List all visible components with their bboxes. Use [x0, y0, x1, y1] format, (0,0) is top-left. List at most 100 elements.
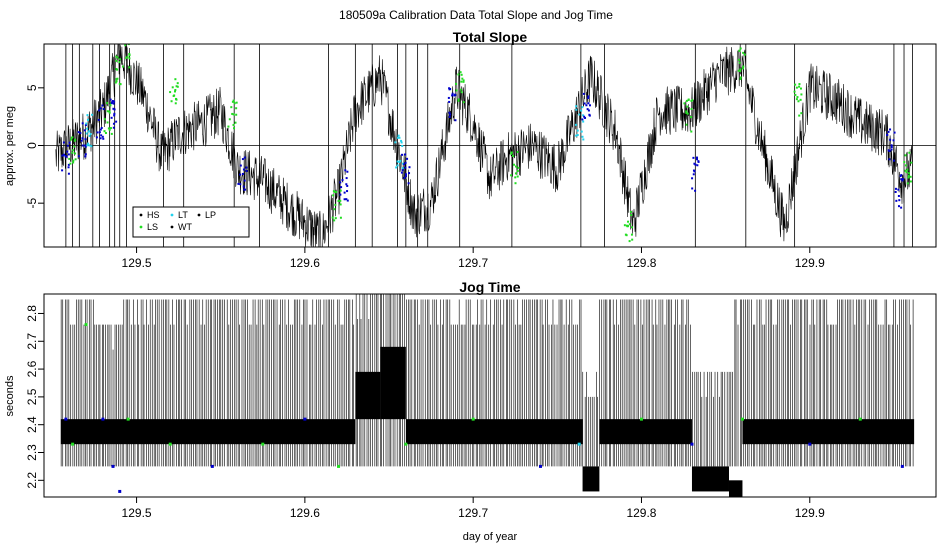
jog-time-point — [577, 442, 581, 446]
total-slope-point — [113, 108, 116, 111]
total-slope-point — [86, 114, 89, 117]
total-slope-point — [906, 182, 909, 185]
total-slope-point — [401, 169, 404, 172]
total-slope-point — [125, 56, 128, 59]
jog-time-point — [808, 442, 812, 446]
total-slope-point — [404, 175, 407, 178]
total-slope-point — [101, 104, 104, 107]
total-slope-point — [403, 176, 406, 179]
total-slope-point — [582, 114, 585, 117]
total-slope-point — [686, 112, 689, 115]
total-slope-point — [242, 185, 245, 188]
total-slope-point — [107, 127, 110, 130]
total-slope-point — [630, 233, 633, 236]
total-slope-point — [897, 205, 900, 208]
jog-time-point — [471, 417, 475, 421]
total-slope-point — [128, 57, 131, 60]
total-slope-point — [128, 53, 131, 56]
jog-time-title: Jog Time — [459, 279, 520, 295]
total-slope-point — [175, 85, 178, 88]
total-slope-point — [692, 173, 695, 176]
legend-label-lp: LP — [205, 210, 216, 220]
total-slope-point — [113, 100, 116, 103]
jog-time-y-tick-label: 2.7 — [25, 333, 39, 350]
total-slope-point-cluster — [227, 99, 238, 130]
total-slope-point — [333, 219, 336, 222]
total-slope-point-cluster — [903, 151, 913, 185]
total-slope-point — [116, 56, 119, 59]
total-slope-point — [451, 94, 454, 97]
total-slope-point — [576, 134, 579, 137]
total-slope-point — [339, 216, 342, 219]
total-slope-point — [109, 127, 112, 130]
total-slope-point — [67, 166, 70, 169]
total-slope-point — [695, 156, 698, 159]
total-slope-point — [685, 110, 688, 113]
total-slope-point — [395, 166, 398, 169]
total-slope-point — [399, 159, 402, 162]
total-slope-point — [516, 151, 519, 154]
jog-time-y-tick-label: 2.8 — [25, 305, 39, 322]
total-slope-point — [103, 118, 106, 121]
total-slope-point — [408, 166, 411, 169]
jog-time-point — [337, 464, 341, 468]
total-slope-point — [798, 83, 801, 86]
total-slope-point — [331, 216, 334, 219]
total-slope-point — [514, 182, 517, 185]
total-slope-plot-area — [44, 36, 936, 247]
jog-time-band — [728, 480, 743, 497]
total-slope-point — [400, 171, 403, 174]
total-slope-point — [576, 129, 579, 132]
jog-time-point — [900, 464, 904, 468]
total-slope-point — [86, 127, 89, 130]
legend-marker-hs — [139, 213, 143, 217]
total-slope-point — [98, 131, 101, 134]
total-slope-point — [243, 179, 246, 182]
jog-time-y-tick-label: 2.4 — [25, 416, 39, 433]
total-slope-point — [170, 100, 173, 103]
total-slope-point — [128, 54, 131, 57]
legend-marker-lt — [170, 213, 174, 217]
total-slope-point-cluster — [683, 98, 694, 133]
total-slope-point — [905, 171, 908, 174]
total-slope-point — [685, 99, 688, 102]
total-slope-point — [460, 80, 463, 83]
total-slope-point — [908, 151, 911, 154]
total-slope-point — [454, 119, 457, 122]
total-slope-point — [235, 107, 238, 110]
total-slope-point — [169, 91, 172, 94]
total-slope-point — [897, 188, 900, 191]
total-slope-point — [793, 90, 796, 93]
total-slope-point — [108, 110, 111, 113]
total-slope-point — [340, 186, 343, 189]
total-slope-point — [71, 149, 74, 152]
total-slope-point — [404, 161, 407, 164]
total-slope-point — [907, 172, 910, 175]
total-slope-point — [234, 121, 237, 124]
total-slope-point — [74, 138, 77, 141]
total-slope-point — [795, 86, 798, 89]
jog-time-band — [380, 346, 406, 420]
total-slope-point — [510, 152, 513, 155]
total-slope-point — [87, 130, 90, 133]
total-slope-point — [124, 36, 126, 38]
total-slope-point — [800, 93, 803, 96]
total-slope-point — [574, 123, 577, 126]
total-slope-point — [77, 155, 80, 158]
total-slope-point — [176, 85, 179, 88]
total-slope-point — [111, 101, 114, 104]
total-slope-point — [683, 102, 686, 105]
total-slope-point — [907, 174, 910, 177]
total-slope-point — [404, 173, 407, 176]
jog-time-frame — [43, 293, 937, 498]
total-slope-point — [578, 113, 581, 116]
total-slope-point — [587, 102, 590, 105]
total-slope-point — [401, 162, 404, 165]
total-slope-x-tick-label: 129.9 — [795, 256, 825, 270]
total-slope-point — [337, 199, 340, 202]
total-slope-point — [115, 78, 118, 81]
total-slope-point — [890, 146, 893, 149]
total-slope-point — [690, 116, 693, 119]
total-slope-point — [631, 238, 634, 241]
